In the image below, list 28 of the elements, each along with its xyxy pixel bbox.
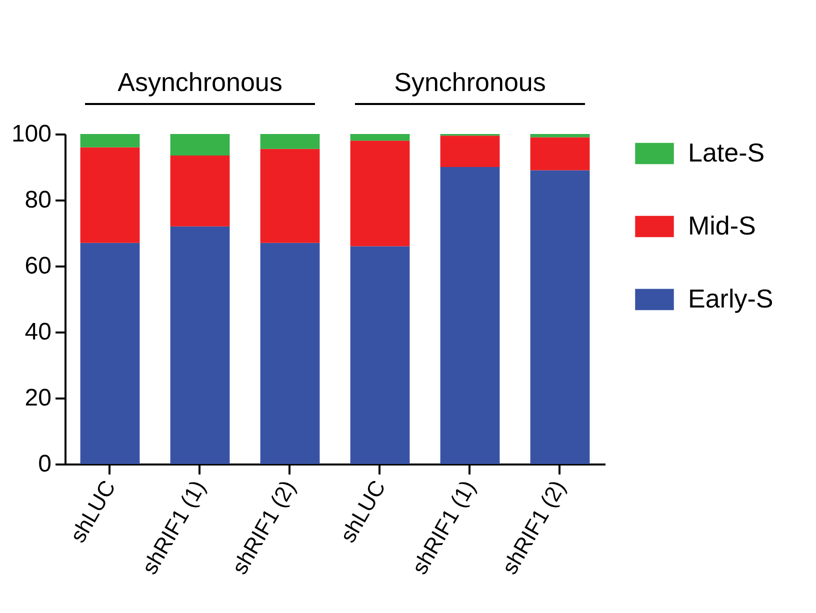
bar bbox=[80, 147, 140, 243]
y-tick-label: 100 bbox=[11, 120, 52, 148]
y-tick-label: 0 bbox=[38, 450, 52, 478]
text: Asynchronous bbox=[118, 67, 282, 97]
y-tick-label: 40 bbox=[24, 318, 52, 346]
legend-label: Late-S bbox=[688, 138, 765, 168]
legend-label: Mid-S bbox=[688, 210, 756, 240]
bar bbox=[260, 134, 320, 149]
bar bbox=[350, 140, 410, 246]
bar bbox=[440, 167, 500, 464]
bar bbox=[170, 134, 230, 156]
bar bbox=[260, 148, 320, 243]
bar bbox=[440, 136, 500, 167]
bar bbox=[260, 242, 320, 464]
bar bbox=[350, 134, 410, 141]
bar bbox=[530, 134, 590, 138]
bar bbox=[530, 170, 590, 464]
bar bbox=[170, 155, 230, 226]
text: Synchronous bbox=[394, 67, 546, 97]
legend-label: Early-S bbox=[688, 284, 774, 314]
y-tick-label: 60 bbox=[24, 252, 52, 280]
bar bbox=[530, 137, 590, 170]
y-tick-label: 80 bbox=[24, 186, 52, 214]
bar bbox=[80, 242, 140, 464]
bar bbox=[80, 134, 140, 148]
bar bbox=[170, 226, 230, 464]
y-tick-label: 20 bbox=[24, 384, 52, 412]
bar bbox=[350, 246, 410, 464]
